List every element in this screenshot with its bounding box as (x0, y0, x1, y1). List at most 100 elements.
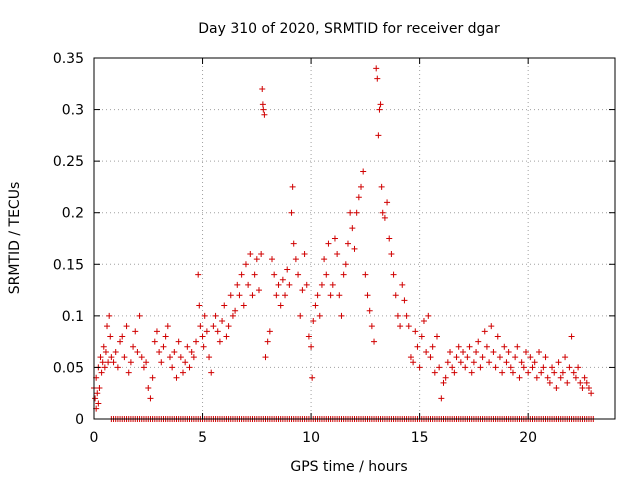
data-point (327, 292, 334, 299)
data-point (208, 369, 215, 376)
data-point (378, 183, 385, 190)
y-tick-label: 0.3 (62, 103, 84, 119)
data-point (420, 318, 427, 325)
y-tick-label: 0.1 (62, 309, 84, 325)
data-point (371, 338, 378, 345)
data-point (123, 323, 130, 330)
data-point (429, 343, 436, 350)
data-point (460, 348, 467, 355)
data-point (481, 328, 488, 335)
data-point (145, 385, 152, 392)
data-point (570, 369, 577, 376)
data-point (473, 348, 480, 355)
data-point (316, 312, 323, 319)
data-point (282, 292, 289, 299)
data-point (110, 359, 117, 366)
y-tick-label: 0.15 (53, 257, 84, 273)
data-point (416, 364, 423, 371)
data-point (368, 323, 375, 330)
data-point (366, 307, 373, 314)
data-point (551, 369, 558, 376)
data-point (447, 348, 454, 355)
data-point (509, 369, 516, 376)
y-tick-label: 0.25 (53, 154, 84, 170)
data-point (512, 354, 519, 361)
data-point (336, 292, 343, 299)
data-point (557, 374, 564, 381)
data-point (216, 338, 223, 345)
data-point (106, 312, 113, 319)
data-point (444, 359, 451, 366)
data-point (499, 369, 506, 376)
data-point (200, 343, 207, 350)
data-point (260, 106, 267, 113)
data-point (355, 194, 362, 201)
data-point (427, 354, 434, 361)
data-point (466, 343, 473, 350)
x-tick-label: 5 (198, 430, 207, 446)
axis-ticks (93, 57, 615, 420)
data-point (401, 297, 408, 304)
data-point (259, 101, 266, 108)
data-point (449, 364, 456, 371)
data-point (531, 359, 538, 366)
data-point (160, 343, 167, 350)
data-point (572, 374, 579, 381)
data-point (199, 333, 206, 340)
data-point (381, 214, 388, 221)
data-point (579, 385, 586, 392)
data-point (169, 364, 176, 371)
data-point (362, 271, 369, 278)
data-point (479, 354, 486, 361)
data-point (483, 343, 490, 350)
data-point (488, 323, 495, 330)
data-point (214, 328, 221, 335)
plot-frame (93, 57, 616, 420)
data-point (438, 395, 445, 402)
data-point (323, 271, 330, 278)
data-point (269, 256, 276, 263)
data-point (264, 338, 271, 345)
data-point (507, 364, 514, 371)
data-point (331, 235, 338, 242)
data-point (338, 312, 345, 319)
data-point (119, 333, 126, 340)
data-point (100, 343, 107, 350)
data-point (392, 292, 399, 299)
data-point (394, 312, 401, 319)
data-point (219, 318, 226, 325)
data-point (180, 369, 187, 376)
data-point (334, 250, 341, 257)
data-point (347, 209, 354, 216)
y-tick-label: 0.2 (62, 206, 84, 222)
data-point (308, 343, 315, 350)
data-point (225, 323, 232, 330)
data-point (158, 359, 165, 366)
data-point (221, 302, 228, 309)
data-point (555, 359, 562, 366)
data-point (340, 271, 347, 278)
data-point (136, 312, 143, 319)
data-point (568, 333, 575, 340)
data-point (453, 354, 460, 361)
data-point (105, 359, 112, 366)
chart-title: Day 310 of 2020, SRMTID for receiver dga… (198, 21, 500, 37)
data-point (173, 374, 180, 381)
data-point (195, 271, 202, 278)
data-point (436, 364, 443, 371)
data-point (140, 364, 147, 371)
data-point (305, 333, 312, 340)
data-point (266, 328, 273, 335)
data-point (377, 101, 384, 108)
data-point (303, 281, 310, 288)
data-point (102, 348, 109, 355)
y-tick-label: 0 (75, 412, 84, 428)
data-point (130, 343, 137, 350)
data-point (412, 328, 419, 335)
data-point (522, 348, 529, 355)
data-point (262, 354, 269, 361)
data-point (351, 245, 358, 252)
data-point (112, 348, 119, 355)
data-point (462, 364, 469, 371)
data-point (177, 354, 184, 361)
